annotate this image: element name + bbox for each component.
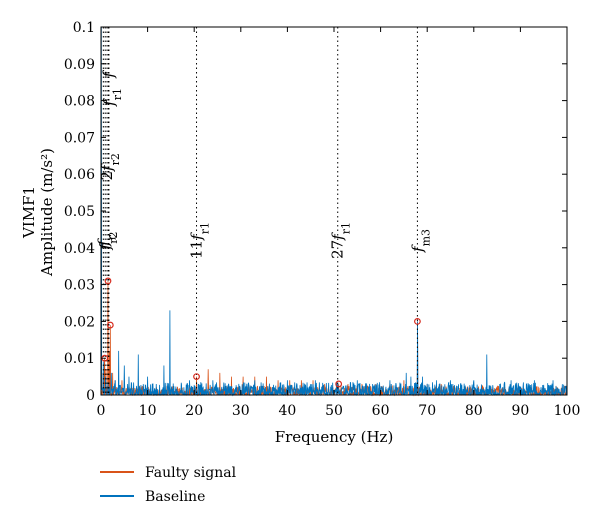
- legend: Faulty signal Baseline: [100, 465, 237, 505]
- plot-frame: [100, 26, 568, 396]
- y-tick-label: 0.1: [73, 20, 95, 36]
- series-line-baseline: [100, 26, 568, 397]
- legend-faulty-label: Faulty signal: [145, 465, 237, 481]
- y-tick-label: 0.07: [64, 130, 95, 146]
- axes-layer: 0 10 20 30 40 50 60 70 80 90 100 0 0.01 0.02 0.03 0.04 0…: [64, 20, 581, 419]
- annotation-label: 2fr2: [98, 153, 122, 180]
- marker-layer: [101, 277, 421, 388]
- peak-marker: [104, 277, 112, 285]
- annotation-label: fr2: [96, 232, 120, 251]
- peak-marker: [335, 380, 343, 388]
- peak-marker: [193, 373, 200, 381]
- y-tick-label: 0.09: [64, 57, 95, 73]
- annotation-label: 11fr1: [188, 222, 212, 259]
- y-tick-label: 0: [86, 388, 95, 404]
- x-axis-title: Frequency (Hz): [275, 428, 394, 446]
- annotation-label: 27fr1: [329, 222, 353, 259]
- peak-marker: [414, 318, 421, 325]
- annotation-label: f: [99, 70, 117, 79]
- x-tick-label: 50: [325, 403, 343, 419]
- x-tick-label: 30: [232, 403, 250, 419]
- y-tick-label: 0.02: [64, 314, 95, 330]
- y-tick-label: 0.01: [64, 351, 95, 367]
- x-tick-label: 20: [185, 403, 203, 419]
- y-tick-label: 0.03: [64, 278, 95, 294]
- y-tick-label: 0.06: [64, 167, 95, 183]
- y-tick-label: 0.04: [64, 241, 95, 257]
- peak-marker: [106, 321, 114, 329]
- x-tick-label: 40: [278, 403, 296, 419]
- y-tick-label: 0.08: [64, 94, 95, 110]
- annotation-label: fm3: [408, 229, 432, 253]
- x-tick-label: 0: [97, 403, 106, 419]
- x-tick-label: 70: [418, 403, 436, 419]
- series-layer: [100, 26, 568, 397]
- annotation-label: fr: [94, 234, 118, 247]
- x-tick-label: 10: [139, 403, 157, 419]
- y-axis-title-line1: VIMF1: [20, 186, 38, 239]
- x-tick-label: 100: [554, 403, 581, 419]
- x-tick-label: 80: [465, 403, 483, 419]
- y-axis-title-line2: Amplitude (m/s²): [38, 148, 56, 277]
- annotation-label: fr1: [100, 88, 124, 107]
- x-tick-label: 90: [511, 403, 529, 419]
- series-line-faulty: [100, 280, 568, 397]
- x-tick-label: 60: [372, 403, 390, 419]
- y-tick-label: 0.05: [64, 204, 95, 220]
- legend-baseline-label: Baseline: [145, 489, 205, 505]
